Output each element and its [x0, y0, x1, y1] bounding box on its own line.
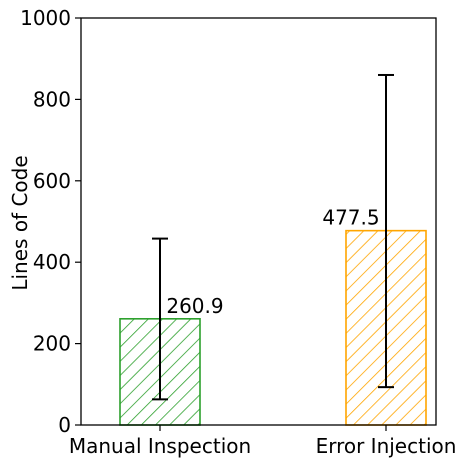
y-tick-label: 800	[33, 87, 71, 111]
y-axis-label: Lines of Code	[8, 155, 32, 290]
y-tick-label: 1000	[20, 6, 71, 30]
plot-frame	[80, 17, 437, 426]
bars	[119, 229, 427, 426]
x-tick-label: Error Injection	[316, 434, 457, 458]
x-axis-ticks: Manual Inspection Error Injection	[69, 425, 457, 458]
y-tick-label: 600	[33, 169, 71, 193]
y-tick-label: 0	[58, 413, 71, 437]
y-tick-label: 200	[33, 332, 71, 356]
data-labels: 260.9 477.5	[166, 206, 379, 318]
data-label: 477.5	[322, 206, 379, 230]
y-tick-label: 400	[33, 250, 71, 274]
error-bars	[152, 73, 394, 401]
x-tick-label: Manual Inspection	[69, 434, 251, 458]
y-axis-ticks: 0 200 400 600 800 1000	[20, 6, 81, 437]
data-label: 260.9	[166, 294, 223, 318]
